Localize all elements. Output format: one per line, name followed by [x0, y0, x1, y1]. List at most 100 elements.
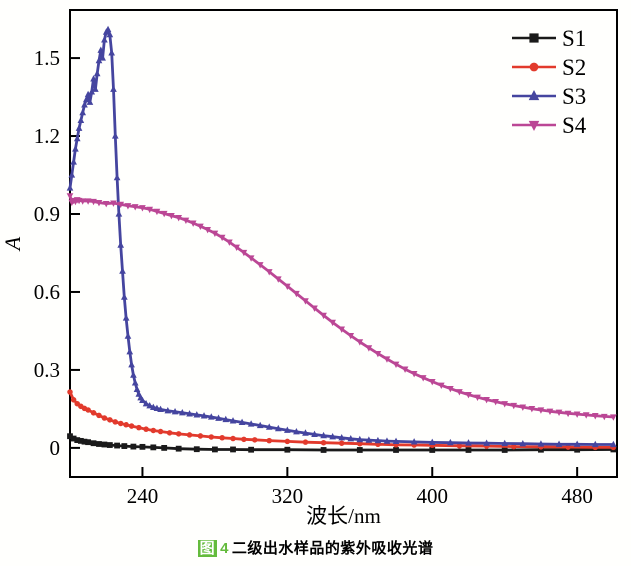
- data-marker-S4: [160, 210, 168, 218]
- data-marker-S2: [208, 434, 215, 440]
- data-marker-S2: [241, 436, 247, 443]
- data-marker-S4: [84, 198, 92, 205]
- legend-marker-S2: [529, 62, 539, 72]
- legend: S1 S2 S3 S4: [512, 26, 587, 138]
- data-marker-S2: [175, 431, 182, 437]
- data-marker-S1: [70, 435, 77, 442]
- data-marker-S3: [537, 440, 545, 447]
- data-marker-S4: [519, 404, 527, 411]
- data-marker-S4: [610, 414, 617, 421]
- data-marker-S4: [383, 356, 391, 363]
- data-marker-S2: [511, 443, 517, 450]
- data-marker-S2: [107, 417, 113, 423]
- data-marker-S2: [112, 419, 119, 425]
- data-marker-S4: [218, 234, 226, 242]
- data-marker-S4: [204, 226, 211, 234]
- data-marker-S3: [383, 437, 391, 444]
- data-marker-S3: [119, 267, 126, 274]
- data-marker-S4: [392, 361, 400, 368]
- data-marker-S4: [600, 413, 608, 421]
- data-marker-S2: [456, 443, 463, 449]
- data-marker-S3: [186, 410, 193, 417]
- data-marker-S1: [90, 440, 97, 447]
- data-marker-S4: [492, 399, 499, 406]
- data-marker-S3: [131, 379, 139, 386]
- data-marker-S4: [124, 203, 132, 210]
- data-marker-S4: [146, 206, 154, 214]
- data-marker-S4: [374, 350, 382, 358]
- data-marker-S2: [150, 427, 157, 434]
- uv-spectra-chart: 240 320 400 480 0 0.3 0.6 0.9 1.2 1.5 波长/nm A S1 S2 S3…: [0, 9, 618, 528]
- data-marker-S4: [302, 298, 309, 305]
- data-marker-S2: [251, 437, 258, 443]
- caption-title: 二级出水样品的紫外吸收光谱: [231, 540, 434, 557]
- data-marker-S2: [67, 389, 73, 395]
- data-marker-S1: [356, 447, 363, 453]
- data-marker-S1: [106, 442, 113, 448]
- data-marker-S4: [528, 406, 536, 413]
- data-marker-S3: [293, 428, 300, 435]
- data-marker-S1: [538, 446, 544, 453]
- data-marker-S2: [117, 420, 124, 427]
- legend-label-S1: S1: [562, 26, 586, 51]
- data-marker-S4: [437, 382, 445, 390]
- data-marker-S1: [74, 437, 81, 443]
- data-marker-S4: [139, 205, 146, 212]
- data-marker-S2: [197, 433, 204, 439]
- data-marker-S4: [256, 262, 264, 269]
- data-marker-S3: [238, 418, 246, 426]
- data-marker-S4: [211, 230, 219, 238]
- data-marker-S3: [139, 396, 146, 403]
- y-tick-label: 0: [50, 436, 61, 460]
- data-marker-S4: [347, 333, 355, 340]
- data-marker-S3: [115, 210, 123, 217]
- legend-marker-S3: [528, 90, 540, 101]
- data-marker-S2: [136, 424, 142, 431]
- data-marker-S4: [338, 326, 346, 333]
- data-marker-S3: [70, 158, 77, 165]
- data-marker-S1: [96, 441, 102, 447]
- data-marker-S3: [329, 432, 336, 440]
- data-marker-S3: [428, 438, 436, 446]
- data-marker-S4: [197, 223, 204, 230]
- data-marker-S4: [189, 220, 197, 227]
- data-marker-S3: [591, 440, 599, 448]
- data-marker-S4: [365, 345, 373, 352]
- data-marker-S1: [139, 443, 146, 450]
- data-marker-S1: [574, 446, 581, 453]
- x-tick-label: 400: [417, 484, 449, 508]
- data-marker-S2: [357, 440, 363, 447]
- data-marker-S4: [265, 269, 273, 276]
- data-marker-S3: [555, 440, 563, 447]
- data-marker-S2: [101, 415, 108, 421]
- data-marker-S4: [591, 413, 599, 420]
- data-marker-S2: [338, 440, 345, 446]
- data-marker-S4: [483, 396, 490, 404]
- data-marker-S2: [266, 437, 272, 444]
- data-marker-S2: [128, 423, 135, 429]
- series-line-S3: [68, 28, 614, 446]
- y-tick-label: 0.9: [34, 202, 60, 226]
- data-marker-S3: [265, 423, 273, 430]
- data-marker-S2: [230, 435, 236, 442]
- data-marker-S3: [501, 439, 509, 447]
- data-marker-S3: [117, 241, 125, 248]
- data-marker-S3: [465, 439, 472, 446]
- data-marker-S1: [193, 446, 200, 453]
- data-marker-S1: [212, 446, 218, 453]
- data-marker-S4: [465, 392, 472, 399]
- data-marker-S3: [124, 332, 132, 339]
- data-marker-S3: [392, 437, 400, 445]
- data-marker-S4: [153, 208, 161, 216]
- data-marker-S4: [329, 319, 336, 327]
- data-marker-S3: [256, 421, 264, 429]
- data-marker-S4: [410, 370, 418, 378]
- data-marker-S3: [447, 438, 454, 446]
- data-marker-S4: [293, 290, 300, 298]
- legend-item-S2: S2: [512, 55, 586, 80]
- data-marker-S3: [365, 436, 373, 443]
- data-marker-S4: [66, 193, 74, 200]
- data-marker-S1: [161, 444, 168, 451]
- data-marker-S1: [175, 445, 182, 452]
- series-line-S4: [68, 195, 614, 419]
